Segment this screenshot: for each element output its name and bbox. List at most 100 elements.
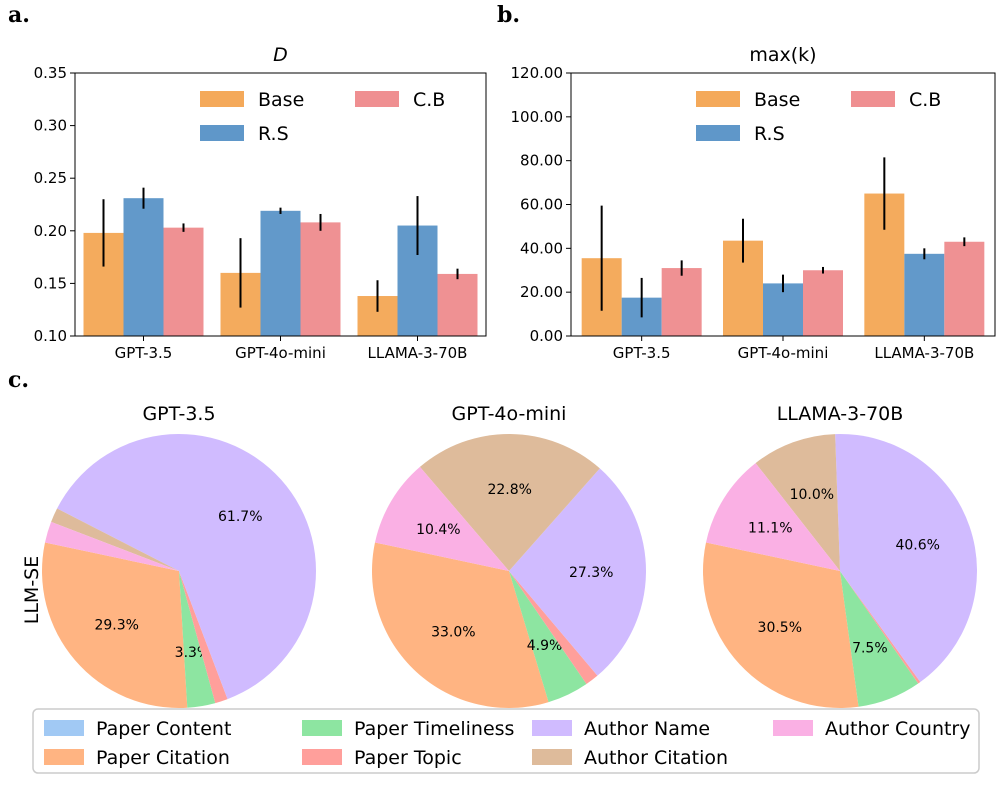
y-tick-label: 0.25 [34, 169, 67, 187]
legend-label: Paper Timeliness [354, 718, 514, 740]
legend-label: Author Name [584, 718, 710, 740]
legend-label: R.S [754, 123, 785, 145]
pie-slice-author-citation [51, 508, 179, 571]
legend-label: Base [258, 89, 304, 111]
pie-slice-paper-topic [179, 571, 228, 704]
legend-label: Paper Topic [354, 747, 462, 769]
legend-swatch-rs [696, 125, 740, 141]
legend-label: R.S [258, 123, 289, 145]
legend-swatch-cb [851, 91, 895, 107]
legend-swatch-base [200, 91, 244, 107]
bar-rs-2 [904, 253, 945, 336]
legend-swatch-paper-topic [302, 749, 342, 765]
bar-cb-2 [944, 241, 985, 336]
pie-slice-paper-timeliness [509, 571, 587, 703]
bar-rs-1 [260, 210, 301, 336]
pie-slice-author-citation [419, 433, 600, 571]
legend-label: Paper Citation [96, 747, 230, 769]
pie-slice-author-country [374, 466, 509, 571]
chart-title: max(k) [749, 44, 816, 66]
legend-swatch-base [696, 91, 740, 107]
pie-title: LLAMA-3-70B [777, 403, 904, 425]
pie-slice-paper-timeliness [179, 571, 216, 708]
pie-slice-label: 11.1% [748, 520, 792, 536]
pie-slice-paper-citation [702, 542, 859, 708]
bar-cb-0 [661, 268, 702, 336]
panel-label-c: c. [8, 367, 29, 393]
bar-cb-1 [300, 222, 341, 336]
y-tick-label: 0.35 [34, 64, 67, 82]
y-tick-label: 0.15 [34, 274, 67, 292]
legend-swatch-paper-timeliness [302, 720, 342, 736]
pie-gpt-3.5: GPT-3.529.3%3.3%61.7% [42, 403, 317, 708]
y-tick-label: 80.00 [520, 152, 563, 170]
legend-box [32, 708, 980, 774]
y-tick-label: 0.30 [34, 117, 67, 135]
pie-slice-label: 10.4% [416, 522, 460, 538]
bar-cb-1 [803, 270, 843, 336]
pie-slice-paper-citation [372, 542, 549, 708]
pie-slice-label: 33.0% [431, 625, 475, 641]
pie-slice-label: 27.3% [569, 565, 613, 581]
pie-slice-author-country [44, 521, 180, 571]
panel-label-b: b. [497, 2, 520, 28]
legend-label: Base [754, 89, 800, 111]
legend-swatch-author-name [532, 720, 572, 736]
bar-rs-0 [123, 198, 164, 336]
pie-slice-label: 61.7% [218, 509, 262, 525]
pie-slice-author-country [705, 463, 840, 571]
legend-label: Author Country [825, 718, 971, 740]
pie-slice-paper-topic [509, 571, 598, 684]
x-tick-label: LLAMA-3-70B [368, 344, 468, 362]
pie-slice-label: 7.5% [852, 641, 888, 657]
legend-label: C.B [413, 89, 445, 111]
pie-slice-label: 22.8% [487, 482, 531, 498]
x-tick-label: GPT-3.5 [613, 344, 671, 362]
pie-slice-author-citation [755, 434, 840, 571]
pie-slice-paper-topic [840, 571, 921, 684]
x-tick-label: GPT-4o-mini [235, 344, 326, 362]
pie-slice-paper-timeliness [840, 571, 919, 707]
chart-title: D [273, 44, 288, 66]
y-tick-label: 0.10 [34, 327, 67, 345]
legend-swatch-cb [355, 91, 399, 107]
x-tick-label: GPT-3.5 [115, 344, 173, 362]
y-tick-label: 40.00 [520, 239, 563, 257]
pie-slice-label: 40.6% [895, 537, 939, 553]
bar-cb-0 [163, 227, 204, 336]
pie-title: GPT-4o-mini [452, 403, 567, 425]
legend-swatch-paper-content [44, 720, 84, 736]
legend-swatch-paper-citation [44, 749, 84, 765]
legend-label: Paper Content [96, 718, 231, 740]
x-tick-label: LLAMA-3-70B [874, 344, 974, 362]
pie-slice-author-name [57, 433, 317, 700]
pie-gpt-4o-mini: GPT-4o-mini 33.0% 4.9% 27.3% 22.8% 10.4% [372, 403, 646, 708]
y-tick-label: 20.00 [520, 283, 563, 301]
y-tick-label: 0.20 [34, 222, 67, 240]
pie-charts: GPT-3.529.3%3.3%61.7% GPT-4o-mini 33.0% 4.9… [42, 403, 977, 708]
plot-frame [570, 72, 996, 337]
legend-label: C.B [909, 89, 941, 111]
y-tick-label: 60.00 [520, 196, 563, 214]
pie-llama-3-70b: LLAMA-3-70B 30.5% 7.5% 40.6% 10.0% 11.1% [702, 403, 977, 708]
y-tick-label: 100.00 [511, 108, 564, 126]
pie-slice-label: 10.0% [790, 487, 834, 503]
y-tick-label: 0.00 [530, 327, 563, 345]
pie-title: GPT-3.5 [142, 403, 215, 425]
plot-frame [74, 72, 487, 337]
y-tick-label: 120.00 [511, 64, 564, 82]
pie-slice-paper-citation [42, 542, 188, 708]
pie-row-label: LLM-SE [21, 556, 43, 625]
bar-chart-d: D 0.10 0.15 0.20 0.25 0.30 0.35 GPT-3.5 GPT-4o-m… [34, 44, 487, 362]
pie-slice-label: 4.9% [527, 638, 563, 654]
bar-chart-maxk: max(k) 0.00 20.00 40.00 60.00 80.00 100.00 120.… [511, 44, 996, 362]
pie-slice-author-name [509, 468, 646, 676]
legend-swatch-author-country [773, 720, 813, 736]
legend-swatch-rs [200, 125, 244, 141]
x-tick-label: GPT-4o-mini [738, 344, 829, 362]
category-legend: Paper Content Paper Timeliness Author Name… [32, 708, 980, 774]
pie-slice-author-name [835, 434, 977, 683]
bar-cb-2 [437, 273, 478, 336]
legend-swatch-author-citation [532, 749, 572, 765]
